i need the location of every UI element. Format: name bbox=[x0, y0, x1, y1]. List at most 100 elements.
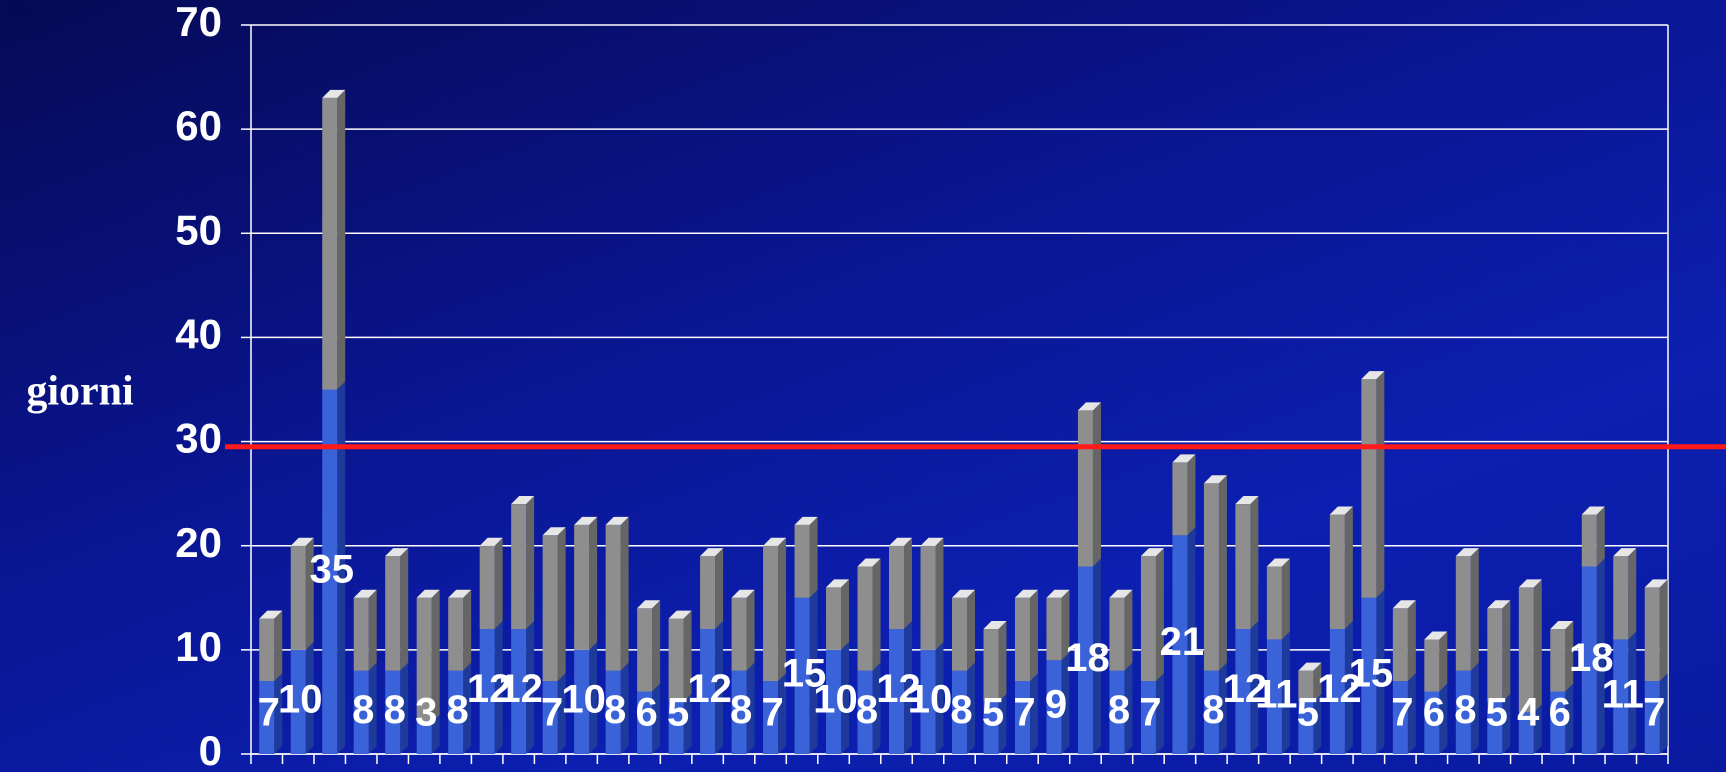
bar bbox=[763, 545, 779, 682]
bar-side bbox=[935, 641, 944, 754]
data-label: 7 bbox=[1643, 691, 1665, 735]
bar-side bbox=[1250, 621, 1259, 754]
bar bbox=[574, 649, 590, 754]
bar-top bbox=[637, 600, 661, 609]
bar-side bbox=[872, 662, 881, 754]
data-label: 5 bbox=[982, 691, 1004, 735]
bar-top bbox=[448, 589, 472, 598]
bar bbox=[1298, 701, 1314, 754]
bar bbox=[1014, 597, 1030, 682]
data-label: 11 bbox=[1602, 672, 1644, 716]
bar bbox=[1077, 566, 1093, 754]
data-label: 12 bbox=[876, 667, 921, 711]
bar bbox=[1392, 608, 1408, 682]
bar bbox=[1455, 556, 1471, 671]
bar bbox=[637, 691, 653, 754]
bar-top bbox=[511, 496, 535, 505]
bar bbox=[605, 524, 621, 671]
bar bbox=[1487, 701, 1503, 754]
data-label: 35 bbox=[309, 547, 354, 591]
bar bbox=[385, 556, 401, 671]
bar-side bbox=[463, 589, 472, 671]
bar-top bbox=[1203, 475, 1227, 484]
bar bbox=[1046, 597, 1062, 661]
bar-top bbox=[1361, 371, 1385, 380]
bar-side bbox=[400, 548, 409, 671]
bar-side bbox=[1281, 631, 1290, 754]
bar-side bbox=[1628, 548, 1637, 640]
bar-top bbox=[479, 537, 503, 546]
bar bbox=[448, 597, 464, 671]
bar-side bbox=[1061, 589, 1070, 661]
bar-side bbox=[431, 714, 440, 754]
bar-side bbox=[274, 610, 283, 682]
data-label: 3 bbox=[415, 691, 437, 735]
bar bbox=[1424, 691, 1440, 754]
bar bbox=[322, 389, 338, 754]
bar-side bbox=[1092, 402, 1101, 567]
data-label: 10 bbox=[561, 677, 606, 721]
bar-side bbox=[652, 683, 661, 754]
bar-side bbox=[809, 589, 818, 754]
bar bbox=[605, 670, 621, 754]
bar bbox=[1077, 410, 1093, 567]
bar-side bbox=[1470, 662, 1479, 754]
bar-side bbox=[620, 662, 629, 754]
bar-side bbox=[1218, 475, 1227, 671]
bar-side bbox=[1439, 631, 1448, 692]
bar bbox=[1014, 681, 1030, 754]
bar bbox=[920, 649, 936, 754]
bar-top bbox=[290, 537, 314, 546]
bar-side bbox=[1029, 589, 1038, 682]
bar-top bbox=[385, 548, 409, 557]
bar-side bbox=[1313, 693, 1322, 754]
data-label: 7 bbox=[761, 691, 783, 735]
y-tick-label: 50 bbox=[175, 206, 222, 253]
bar bbox=[826, 587, 842, 650]
bar bbox=[1361, 379, 1377, 598]
data-label: 8 bbox=[730, 688, 752, 732]
bar bbox=[983, 629, 999, 702]
bar-side bbox=[715, 621, 724, 754]
bar-top bbox=[1014, 589, 1038, 598]
bar bbox=[983, 701, 999, 754]
bar-top bbox=[1518, 579, 1542, 588]
data-label: 6 bbox=[635, 691, 657, 735]
bar bbox=[416, 597, 432, 723]
bar-side bbox=[935, 537, 944, 650]
bar bbox=[1518, 587, 1534, 713]
data-label: 12 bbox=[687, 667, 732, 711]
bar-top bbox=[353, 589, 377, 598]
bar bbox=[574, 524, 590, 650]
bar-top bbox=[763, 537, 787, 546]
bar bbox=[416, 722, 432, 754]
data-label: 10 bbox=[813, 677, 858, 721]
bar bbox=[794, 597, 810, 754]
bar-side bbox=[746, 662, 755, 754]
bar-side bbox=[1565, 683, 1574, 754]
data-label: 11 bbox=[1255, 672, 1297, 716]
bar-top bbox=[1550, 621, 1574, 630]
bar bbox=[1203, 483, 1219, 671]
bar bbox=[353, 670, 369, 754]
bar bbox=[1424, 639, 1440, 692]
bar-side bbox=[1502, 600, 1511, 702]
data-label: 8 bbox=[1454, 688, 1476, 732]
bar bbox=[1361, 597, 1377, 754]
bar-side bbox=[1092, 558, 1101, 754]
bar bbox=[637, 608, 653, 692]
bar-side bbox=[557, 673, 566, 754]
bar-top bbox=[1455, 548, 1479, 557]
bar-side bbox=[809, 516, 818, 598]
bar-top bbox=[1424, 631, 1448, 640]
data-label: 8 bbox=[856, 688, 878, 732]
bar-top bbox=[1266, 558, 1290, 567]
bar bbox=[700, 629, 716, 754]
bar-side bbox=[778, 537, 787, 682]
bar bbox=[1235, 504, 1251, 630]
bar bbox=[1203, 670, 1219, 754]
data-label: 4 bbox=[1517, 691, 1540, 735]
bar-side bbox=[1218, 662, 1227, 754]
data-label: 12 bbox=[1317, 667, 1362, 711]
data-label: 10 bbox=[278, 677, 323, 721]
